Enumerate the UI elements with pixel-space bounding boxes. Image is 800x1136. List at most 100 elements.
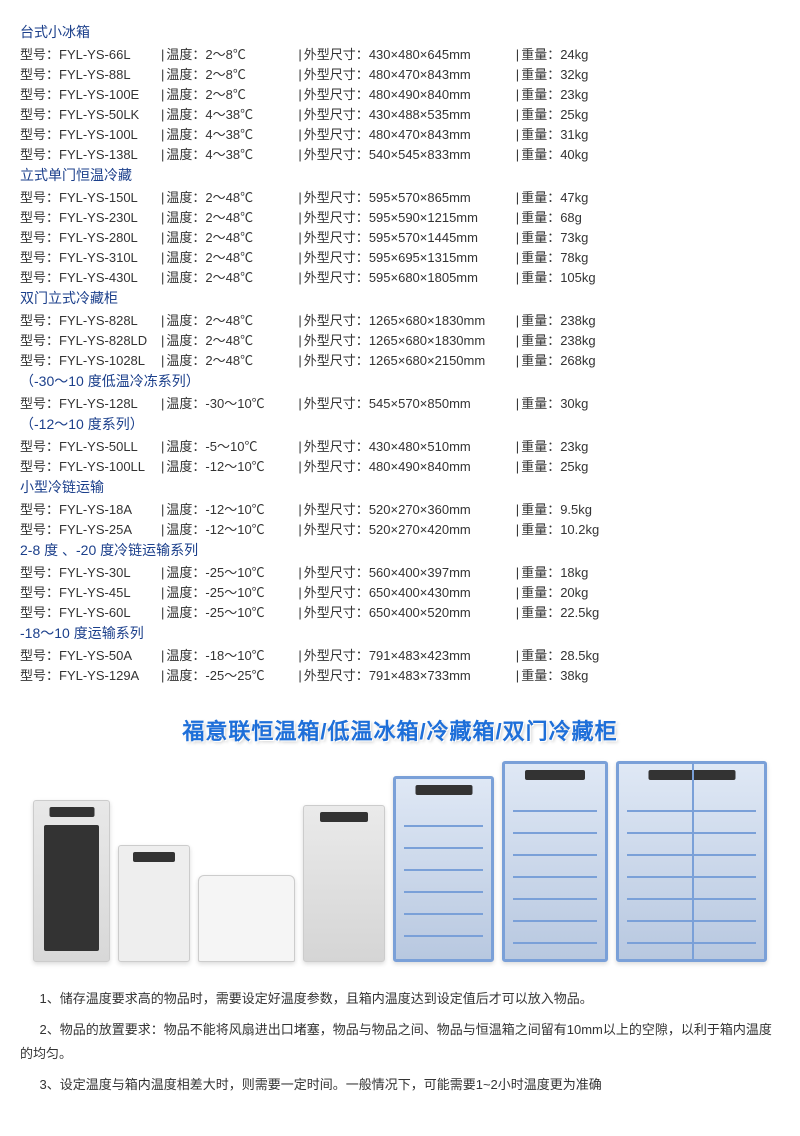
spec-row: 型号：FYL-YS-25A|温度：-12～10℃|外型尺寸：520×270×42…	[20, 519, 780, 538]
separator: |	[298, 439, 301, 454]
size-label: 外型尺寸：	[304, 67, 369, 82]
model-label: 型号：	[20, 602, 59, 621]
separator: |	[161, 333, 164, 348]
model-label: 型号：	[20, 247, 59, 266]
temp-value: -18～10℃	[205, 648, 264, 663]
separator: |	[298, 47, 301, 62]
model-value: FYL-YS-128L	[59, 396, 159, 411]
section-header: -18～10 度运输系列	[20, 623, 780, 643]
temp-label: 温度：	[166, 333, 205, 348]
temp-value: 2～48℃	[205, 250, 253, 265]
size-value: 791×483×733mm	[369, 668, 471, 683]
separator: |	[516, 210, 519, 225]
temp-label: 温度：	[166, 648, 205, 663]
temp-label: 温度：	[166, 67, 205, 82]
temp-value: 2～48℃	[205, 333, 253, 348]
model-label: 型号：	[20, 227, 59, 246]
model-label: 型号：	[20, 84, 59, 103]
temp-label: 温度：	[166, 250, 205, 265]
separator: |	[516, 439, 519, 454]
model-label: 型号：	[20, 519, 59, 538]
weight-label: 重量：	[521, 645, 560, 664]
weight-value: 238kg	[560, 313, 595, 328]
size-value: 1265×680×1830mm	[369, 333, 485, 348]
size-label: 外型尺寸：	[304, 459, 369, 474]
temp-label: 温度：	[166, 313, 205, 328]
model-label: 型号：	[20, 456, 59, 475]
separator: |	[516, 396, 519, 411]
size-label: 外型尺寸：	[304, 439, 369, 454]
separator: |	[298, 210, 301, 225]
weight-value: 24kg	[560, 47, 588, 62]
separator: |	[161, 353, 164, 368]
temp-label: 温度：	[166, 190, 205, 205]
product-7	[616, 761, 767, 962]
model-value: FYL-YS-50LL	[59, 439, 159, 454]
spec-row: 型号：FYL-YS-60L|温度：-25～10℃|外型尺寸：650×400×52…	[20, 602, 780, 621]
temp-label: 温度：	[166, 585, 205, 600]
separator: |	[298, 147, 301, 162]
separator: |	[516, 522, 519, 537]
separator: |	[161, 585, 164, 600]
spec-row: 型号：FYL-YS-828L|温度：2～48℃|外型尺寸：1265×680×18…	[20, 310, 780, 329]
weight-value: 47kg	[560, 190, 588, 205]
weight-value: 25kg	[560, 459, 588, 474]
model-value: FYL-YS-150L	[59, 190, 159, 205]
weight-value: 30kg	[560, 396, 588, 411]
weight-value: 25kg	[560, 107, 588, 122]
separator: |	[161, 313, 164, 328]
separator: |	[161, 439, 164, 454]
size-label: 外型尺寸：	[304, 605, 369, 620]
weight-value: 18kg	[560, 565, 588, 580]
temp-label: 温度：	[166, 270, 205, 285]
size-value: 650×400×430mm	[369, 585, 471, 600]
separator: |	[161, 270, 164, 285]
temp-value: -12～10℃	[205, 459, 264, 474]
separator: |	[161, 190, 164, 205]
model-value: FYL-YS-18A	[59, 502, 159, 517]
separator: |	[161, 502, 164, 517]
temp-label: 温度：	[166, 353, 205, 368]
model-value: FYL-YS-100LL	[59, 459, 159, 474]
spec-row: 型号：FYL-YS-30L|温度：-25～10℃|外型尺寸：560×400×39…	[20, 562, 780, 581]
size-label: 外型尺寸：	[304, 127, 369, 142]
note-paragraph: 3、设定温度与箱内温度相差大时，则需要一定时间。一般情况下，可能需要1~2小时温…	[20, 1073, 780, 1098]
weight-label: 重量：	[521, 187, 560, 206]
weight-label: 重量：	[521, 227, 560, 246]
model-value: FYL-YS-25A	[59, 522, 159, 537]
temp-label: 温度：	[166, 668, 205, 683]
temp-label: 温度：	[166, 87, 205, 102]
temp-label: 温度：	[166, 147, 205, 162]
model-value: FYL-YS-310L	[59, 250, 159, 265]
separator: |	[298, 605, 301, 620]
usage-notes: 1、储存温度要求高的物品时，需要设定好温度参数，且箱内温度达到设定值后才可以放入…	[20, 987, 780, 1098]
product-5	[393, 776, 494, 962]
model-value: FYL-YS-100E	[59, 87, 159, 102]
separator: |	[298, 190, 301, 205]
spec-row: 型号：FYL-YS-50A|温度：-18～10℃|外型尺寸：791×483×42…	[20, 645, 780, 664]
weight-label: 重量：	[521, 456, 560, 475]
weight-label: 重量：	[521, 207, 560, 226]
weight-label: 重量：	[521, 124, 560, 143]
model-value: FYL-YS-60L	[59, 605, 159, 620]
spec-row: 型号：FYL-YS-66L|温度：2～8℃|外型尺寸：430×480×645mm…	[20, 44, 780, 63]
size-value: 545×570×850mm	[369, 396, 471, 411]
temp-label: 温度：	[166, 127, 205, 142]
model-label: 型号：	[20, 393, 59, 412]
weight-label: 重量：	[521, 393, 560, 412]
separator: |	[161, 605, 164, 620]
weight-value: 32kg	[560, 67, 588, 82]
separator: |	[516, 147, 519, 162]
product-4	[303, 805, 385, 962]
size-value: 430×488×535mm	[369, 107, 471, 122]
separator: |	[161, 565, 164, 580]
size-value: 595×695×1315mm	[369, 250, 478, 265]
model-label: 型号：	[20, 499, 59, 518]
separator: |	[161, 67, 164, 82]
model-label: 型号：	[20, 665, 59, 684]
banner-text: 福意联恒温箱/低温冰箱/冷藏箱/双门冷藏柜	[182, 719, 617, 744]
size-value: 1265×680×1830mm	[369, 313, 485, 328]
product-3	[198, 875, 295, 962]
spec-row: 型号：FYL-YS-100L|温度：4～38℃|外型尺寸：480×470×843…	[20, 124, 780, 143]
section-header: （-30～10 度低温冷冻系列）	[20, 371, 780, 391]
